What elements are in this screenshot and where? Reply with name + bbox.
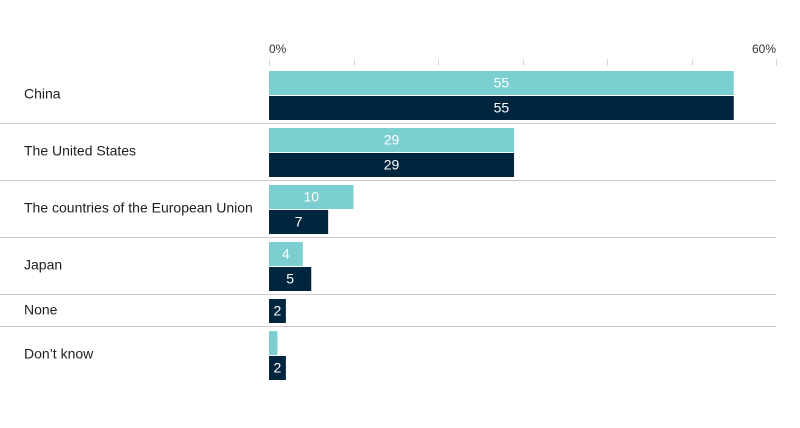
bar-value-label: 4 xyxy=(282,246,290,262)
x-tick-label-end: 60% xyxy=(752,42,776,56)
bar-value-label: 5 xyxy=(286,271,294,287)
category-label: China xyxy=(24,86,61,102)
bar xyxy=(269,71,734,95)
bar xyxy=(269,356,286,380)
bar xyxy=(269,96,734,120)
bar-value-label: 55 xyxy=(494,75,510,91)
category-label: Japan xyxy=(24,257,62,273)
bar-value-label: 29 xyxy=(384,132,400,148)
category-label: Don’t know xyxy=(24,346,94,362)
bar xyxy=(269,242,303,266)
bar-value-label: 29 xyxy=(384,157,400,173)
bar xyxy=(269,153,515,177)
bar xyxy=(269,128,515,152)
row-separators xyxy=(0,123,776,327)
category-label: The United States xyxy=(24,143,136,159)
x-tick-label-start: 0% xyxy=(269,42,287,56)
bar-value-label: 2 xyxy=(274,303,282,319)
bar xyxy=(269,267,312,291)
x-axis-ticks: 0% 60% xyxy=(269,42,776,56)
bars xyxy=(269,71,734,380)
bar-value-label: 7 xyxy=(295,214,303,230)
bar xyxy=(269,299,286,323)
bar-value-label: 55 xyxy=(494,100,510,116)
bar xyxy=(269,185,354,209)
bar xyxy=(269,210,329,234)
category-labels: China The United States The countries of t… xyxy=(24,86,253,362)
bar-value-label: 2 xyxy=(274,360,282,376)
bar-value-label: 10 xyxy=(303,189,319,205)
category-label: None xyxy=(24,302,58,318)
gridlines xyxy=(269,59,777,66)
bar xyxy=(269,331,278,355)
category-label: The countries of the European Union xyxy=(24,200,253,216)
